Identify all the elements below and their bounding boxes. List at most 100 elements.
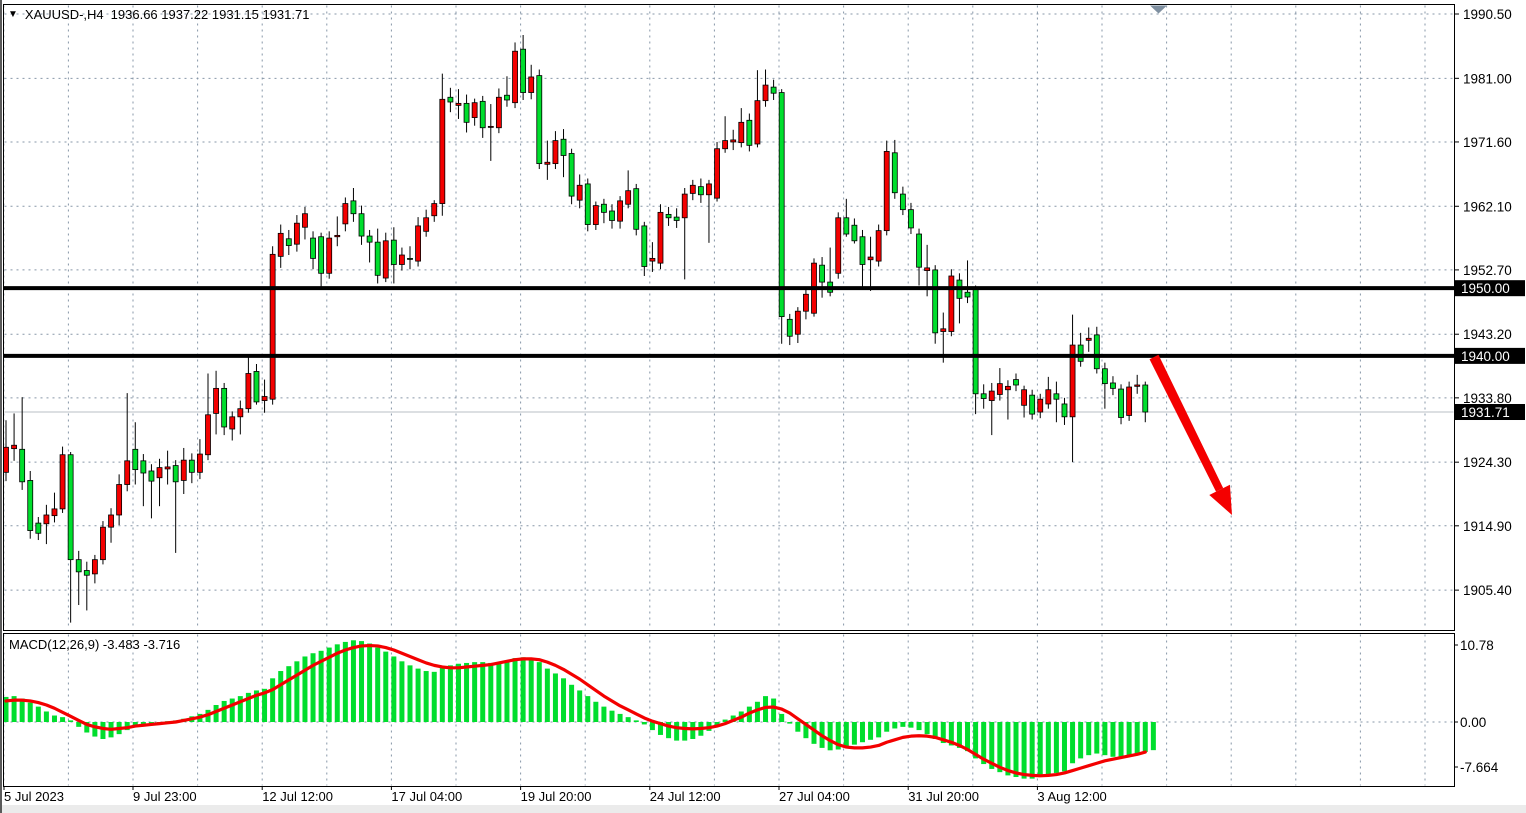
candle-bullish [495, 96, 502, 129]
candle-bearish [1118, 388, 1124, 418]
candle-bullish [948, 275, 955, 332]
candle-bullish [714, 148, 720, 199]
macd-pane-border [3, 633, 1455, 787]
macd-histogram-bar [544, 668, 550, 722]
macd-histogram-bar [229, 698, 235, 722]
macd-histogram-bar [60, 717, 66, 722]
macd-histogram-bar [278, 671, 284, 722]
trend-arrow-head[interactable] [1209, 484, 1232, 515]
macd-histogram-bar [827, 722, 833, 751]
candle-bullish [277, 232, 284, 257]
macd-histogram-bar [1045, 722, 1051, 775]
macd-histogram-bar [391, 656, 397, 722]
macd-axis-label: 10.78 [1460, 638, 1494, 653]
candle-bullish [528, 76, 535, 93]
candle-bearish [908, 209, 914, 229]
candle-bearish [407, 257, 413, 260]
macd-histogram-bar [617, 713, 623, 722]
candle-bullish [552, 140, 559, 165]
candle-bullish [302, 213, 308, 228]
macd-histogram-bar [876, 722, 882, 738]
candle-bearish [358, 213, 365, 237]
candle-bullish [1045, 389, 1052, 405]
candle-bearish [843, 217, 850, 235]
price-axis-label: 1943.20 [1463, 327, 1512, 342]
macd-histogram-bar [835, 722, 841, 750]
candle-bearish [932, 269, 939, 334]
level-price-box [1455, 347, 1525, 364]
macd-histogram-bar [674, 722, 680, 741]
chart-shift-marker-icon[interactable] [1150, 5, 1167, 14]
candle-bullish [883, 151, 890, 232]
macd-histogram-bar [375, 647, 381, 722]
candle-bearish [366, 235, 373, 243]
candle-bullish [544, 161, 551, 165]
time-axis-label: 17 Jul 04:00 [391, 789, 462, 804]
macd-axis-label: -7.664 [1460, 760, 1499, 775]
macd-histogram-bar [1094, 722, 1100, 754]
candle-bullish [197, 453, 203, 473]
macd-histogram-bar [262, 688, 268, 722]
candle-bearish [390, 239, 397, 265]
candle-bearish [1142, 384, 1149, 413]
candle-bearish [1061, 403, 1068, 418]
candle-bearish [891, 152, 898, 194]
candle-bullish [399, 254, 405, 265]
candle-bearish [285, 238, 292, 246]
candle-bearish [83, 570, 90, 576]
macd-histogram-bar [771, 698, 777, 722]
macd-histogram-bar [536, 662, 542, 722]
time-axis-label: 19 Jul 20:00 [521, 789, 592, 804]
macd-histogram-bar [997, 722, 1003, 773]
macd-histogram-bar [1061, 722, 1067, 772]
macd-histogram-bar [1021, 722, 1027, 779]
macd-histogram-bar [811, 722, 817, 744]
candle-bearish [641, 225, 648, 267]
macd-histogram-bar [294, 661, 300, 722]
candle-bullish [3, 446, 9, 473]
candle-bullish [738, 121, 745, 144]
macd-histogram-bar [803, 722, 809, 739]
macd-histogram-bar [496, 662, 502, 722]
candle-bullish [11, 444, 17, 450]
candle-bullish [471, 102, 478, 118]
candle-bearish [19, 448, 26, 483]
macd-histogram-bar [326, 647, 332, 722]
macd-histogram-bar [302, 656, 308, 722]
candle-bearish [1093, 334, 1100, 370]
candle-bullish [237, 408, 244, 418]
candle-bullish [293, 222, 300, 245]
macd-histogram-bar [1102, 722, 1108, 756]
macd-histogram-bar [649, 722, 655, 731]
macd-histogram-bar [359, 641, 365, 722]
candle-bearish [568, 153, 575, 197]
candle-bearish [350, 200, 357, 215]
candle-bullish [867, 256, 874, 261]
candle-bearish [140, 460, 147, 474]
macd-histogram-bar [666, 722, 672, 739]
candle-bullish [439, 98, 446, 204]
candle-bullish [689, 184, 696, 194]
macd-histogram-bar [447, 665, 453, 722]
macd-histogram-bar [464, 662, 470, 722]
candle-bullish [213, 387, 219, 414]
candle-bullish [382, 240, 389, 279]
macd-signal-line [4, 643, 1147, 778]
candle-bearish [673, 216, 680, 221]
macd-histogram-bar [399, 661, 405, 722]
time-axis-label: 31 Jul 20:00 [908, 789, 979, 804]
candle-bullish [100, 526, 106, 561]
candle-bearish [310, 237, 316, 259]
candle-bearish [253, 371, 260, 403]
trend-arrow-shaft[interactable] [1149, 354, 1224, 492]
macd-histogram-bar [245, 692, 251, 722]
candle-bearish [633, 188, 640, 230]
candle-bullish [512, 50, 518, 104]
candle-bullish [988, 390, 995, 401]
macd-histogram-bar [1142, 722, 1148, 752]
macd-histogram-bar [92, 722, 98, 737]
price-axis-label: 1905.40 [1463, 583, 1512, 598]
macd-histogram-bar [3, 696, 9, 722]
chart-header: ▼ XAUUSD-,H4 1936.66 1937.22 1931.15 193… [8, 7, 309, 22]
